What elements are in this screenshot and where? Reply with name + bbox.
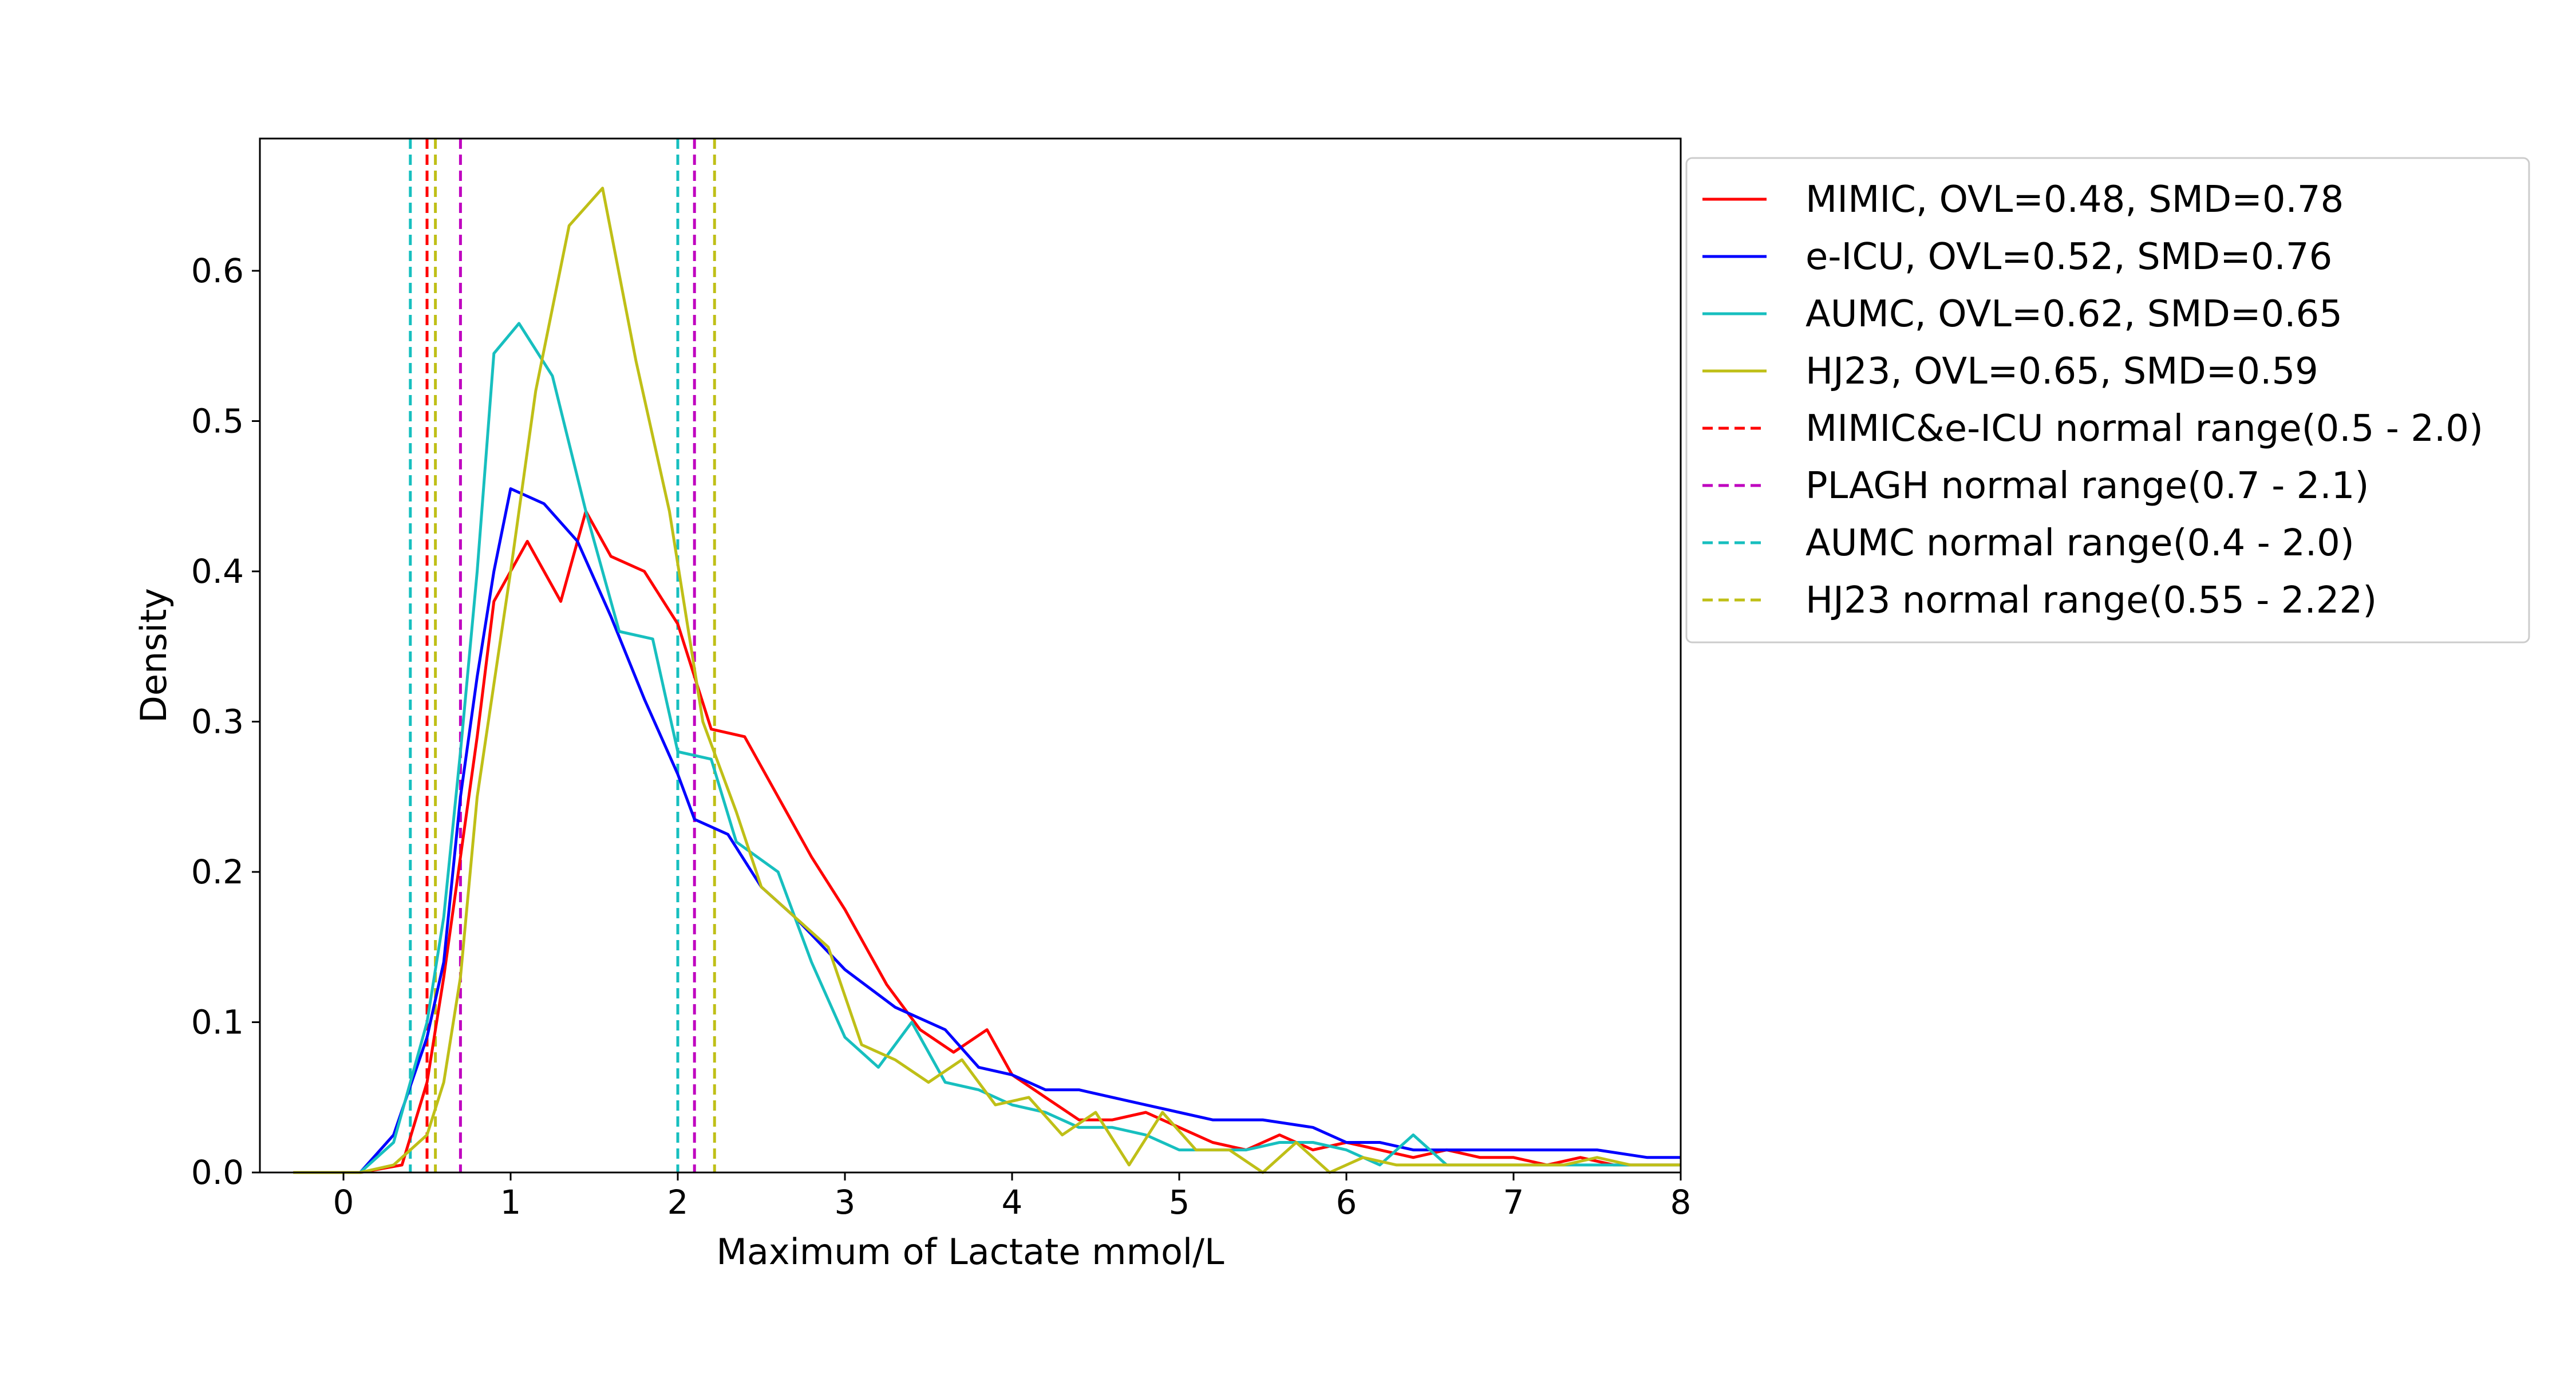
- legend: MIMIC, OVL=0.48, SMD=0.78 e-ICU, OVL=0.52…: [1685, 157, 2530, 643]
- reference-lines: [409, 139, 716, 1172]
- y-tick-label: 0.6: [191, 251, 244, 290]
- y-tick-label: 0.2: [191, 852, 244, 891]
- x-tick-label: 6: [1336, 1183, 1357, 1222]
- x-tick-label: 5: [1169, 1183, 1190, 1222]
- x-tick-label: 0: [333, 1183, 354, 1222]
- legend-label: HJ23 normal range(0.55 - 2.22): [1805, 579, 2377, 622]
- y-axis-ticks: 0.0 0.1 0.2 0.3 0.4 0.5 0.6: [191, 251, 260, 1192]
- legend-label: MIMIC&e-ICU normal range(0.5 - 2.0): [1805, 408, 2483, 450]
- x-axis-ticks: 0 1 2 3 4 5 6 7 8: [333, 1172, 1692, 1222]
- series-lines: [293, 187, 1681, 1174]
- x-tick-label: 4: [1002, 1183, 1023, 1222]
- series-line-e-icu: [293, 487, 1681, 1174]
- y-tick-label: 0.1: [191, 1003, 244, 1042]
- series-line-aumc: [293, 322, 1681, 1174]
- x-tick-label: 8: [1670, 1183, 1692, 1222]
- legend-label: e-ICU, OVL=0.52, SMD=0.76: [1805, 236, 2332, 278]
- y-tick-label: 0.4: [191, 552, 244, 591]
- y-tick-label: 0.0: [191, 1153, 244, 1192]
- legend-label: HJ23, OVL=0.65, SMD=0.59: [1805, 350, 2318, 393]
- x-axis-label: Maximum of Lactate mmol/L: [716, 1231, 1224, 1273]
- legend-label: AUMC normal range(0.4 - 2.0): [1805, 522, 2354, 564]
- legend-box: [1685, 157, 2530, 643]
- y-axis-label: Density: [133, 588, 175, 723]
- y-tick-label: 0.5: [191, 402, 244, 441]
- x-tick-label: 7: [1503, 1183, 1524, 1222]
- x-tick-label: 2: [667, 1183, 689, 1222]
- y-tick-label: 0.3: [191, 702, 244, 741]
- x-tick-label: 1: [500, 1183, 521, 1222]
- x-tick-label: 3: [835, 1183, 856, 1222]
- series-line-mimic: [293, 510, 1681, 1174]
- series-line-hj23: [293, 187, 1681, 1174]
- legend-label: AUMC, OVL=0.62, SMD=0.65: [1805, 293, 2342, 335]
- legend-label: PLAGH normal range(0.7 - 2.1): [1805, 465, 2369, 507]
- plot-frame: [259, 137, 1682, 1174]
- legend-label: MIMIC, OVL=0.48, SMD=0.78: [1805, 179, 2344, 221]
